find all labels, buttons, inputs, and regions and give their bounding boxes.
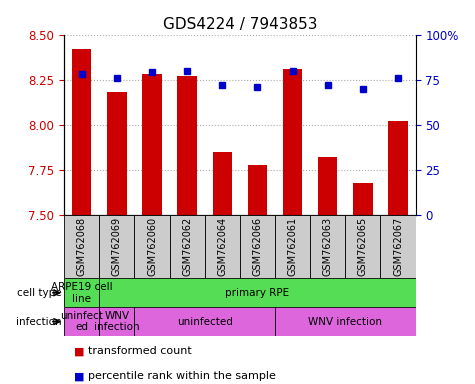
Bar <box>134 307 275 336</box>
Text: GSM762065: GSM762065 <box>358 217 368 276</box>
Text: GSM762060: GSM762060 <box>147 217 157 276</box>
Bar <box>72 49 91 215</box>
Bar <box>310 215 345 278</box>
Bar <box>380 215 416 278</box>
Text: GSM762063: GSM762063 <box>323 217 333 276</box>
Bar <box>99 307 134 336</box>
Text: primary RPE: primary RPE <box>225 288 289 298</box>
Bar <box>107 92 126 215</box>
Text: GSM762066: GSM762066 <box>252 217 263 276</box>
Bar <box>170 215 205 278</box>
Bar <box>64 307 99 336</box>
Bar <box>275 307 416 336</box>
Text: GSM762069: GSM762069 <box>112 217 122 276</box>
Text: ■: ■ <box>74 346 84 356</box>
Text: GSM762067: GSM762067 <box>393 217 403 276</box>
Bar <box>248 164 267 215</box>
Text: ARPE19 cell
line: ARPE19 cell line <box>51 282 113 304</box>
Bar <box>178 76 197 215</box>
Text: cell type: cell type <box>17 288 62 298</box>
Title: GDS4224 / 7943853: GDS4224 / 7943853 <box>162 17 317 32</box>
Text: ■: ■ <box>74 371 84 381</box>
Bar <box>205 215 240 278</box>
Text: WNV
infection: WNV infection <box>94 311 140 333</box>
Text: WNV infection: WNV infection <box>308 316 382 327</box>
Text: transformed count: transformed count <box>88 346 191 356</box>
Bar <box>213 152 232 215</box>
Bar <box>134 215 170 278</box>
Text: GSM762064: GSM762064 <box>217 217 228 276</box>
Bar <box>99 215 134 278</box>
Bar <box>64 215 99 278</box>
Bar <box>142 74 162 215</box>
Bar <box>240 215 275 278</box>
Text: uninfected: uninfected <box>177 316 233 327</box>
Text: GSM762068: GSM762068 <box>76 217 87 276</box>
Bar <box>353 182 372 215</box>
Bar <box>389 121 408 215</box>
Bar <box>318 157 337 215</box>
Bar <box>64 278 99 307</box>
Text: infection: infection <box>16 316 62 327</box>
Text: GSM762062: GSM762062 <box>182 217 192 276</box>
Text: GSM762061: GSM762061 <box>287 217 298 276</box>
Text: percentile rank within the sample: percentile rank within the sample <box>88 371 276 381</box>
Bar <box>283 69 302 215</box>
Text: uninfect
ed: uninfect ed <box>60 311 103 333</box>
Bar <box>275 215 310 278</box>
Bar <box>345 215 380 278</box>
